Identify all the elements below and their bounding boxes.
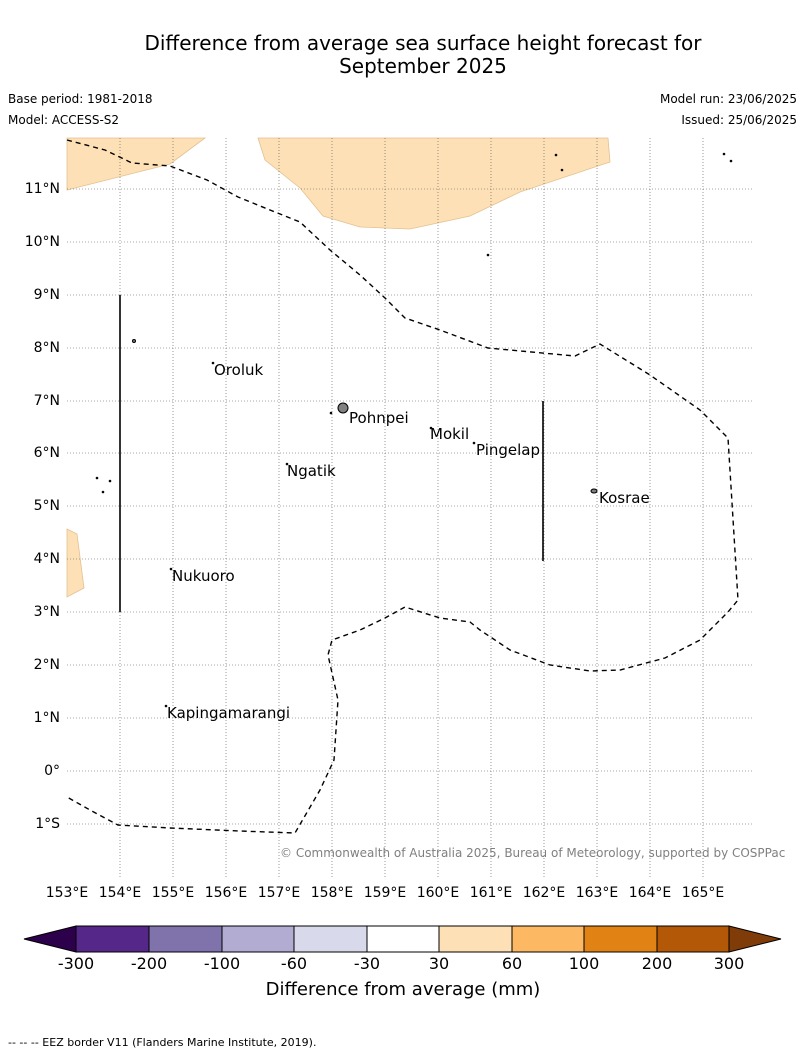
colorbar-tick-label: -60 [280,954,308,973]
eez-legend-note: -- -- -- EEZ border V11 (Flanders Marine… [8,1036,317,1049]
lat-label: 8°N [33,340,60,356]
map-title: Difference from average sea surface heig… [0,32,804,78]
title-line-1: Difference from average sea surface heig… [144,31,702,55]
lat-label: 2°N [33,657,60,673]
lon-label: 163°E [575,885,619,901]
lon-label: 161°E [469,885,513,901]
place-pingelap: Pingelap [476,441,541,459]
lat-label: 5°N [33,498,60,514]
model-run: Model run: 23/06/2025 [659,92,797,106]
lat-label: 0° [44,763,60,779]
lon-label: 155°E [151,885,195,901]
colorbar-tick-label: 60 [501,954,523,973]
title-line-2: September 2025 [339,54,507,78]
place-mokil: Mokil [430,425,470,443]
gridlines [67,138,754,878]
lon-label: 157°E [257,885,301,901]
place-nukuoro: Nukuoro [172,567,235,585]
colorbar-tick-label: 100 [568,954,600,973]
colorbar-tick-label: -100 [203,954,241,973]
lat-label: 10°N [24,234,60,250]
lon-label: 165°E [681,885,725,901]
lat-label: 1°N [33,710,60,726]
colorbar [23,925,782,953]
colorbar-tick-label: -30 [353,954,381,973]
land-north-central [257,137,611,230]
place-oroluk: Oroluk [214,361,264,379]
lon-label: 164°E [628,885,672,901]
colorbar-tick-label: -300 [57,954,95,973]
place-pohnpei: Pohnpei [349,409,409,427]
issued-date: Issued: 25/06/2025 [681,113,797,127]
place-kosrae: Kosrae [599,489,650,507]
lat-label: 1°S [35,816,60,832]
lon-label: 156°E [204,885,248,901]
land-west [66,528,85,598]
colorbar-tick-label: -200 [130,954,168,973]
colorbar-max-extend [728,925,782,953]
lon-label: 158°E [310,885,354,901]
place-ngatik: Ngatik [287,462,336,480]
lat-label: 3°N [33,604,60,620]
eez-border [66,139,739,834]
copyright-notice: © Commonwealth of Australia 2025, Bureau… [280,846,786,860]
lon-label: 159°E [363,885,407,901]
colorbar-tick-label: 300 [713,954,745,973]
lat-label: 9°N [33,287,60,303]
lon-label: 160°E [416,885,460,901]
islands [95,152,733,708]
boundary-lines [119,295,544,612]
base-period: Base period: 1981-2018 [8,92,153,106]
lat-label: 11°N [24,181,60,197]
lat-label: 7°N [33,393,60,409]
colorbar-tick-label: 30 [428,954,450,973]
land-areas [66,137,611,598]
kosrae-island [590,488,598,494]
pohnpei-island [337,402,349,414]
lon-label: 154°E [98,885,142,901]
colorbar-title: Difference from average (mm) [265,979,541,1000]
place-kapingamarangi: Kapingamarangi [167,704,291,722]
colorbar-tick-label: 200 [641,954,673,973]
lon-label: 162°E [522,885,566,901]
colorbar-min-extend [23,925,77,953]
lon-label: 153°E [45,885,89,901]
model-name: Model: ACCESS-S2 [8,113,120,127]
lat-label: 6°N [33,445,60,461]
lat-label: 4°N [33,551,60,567]
